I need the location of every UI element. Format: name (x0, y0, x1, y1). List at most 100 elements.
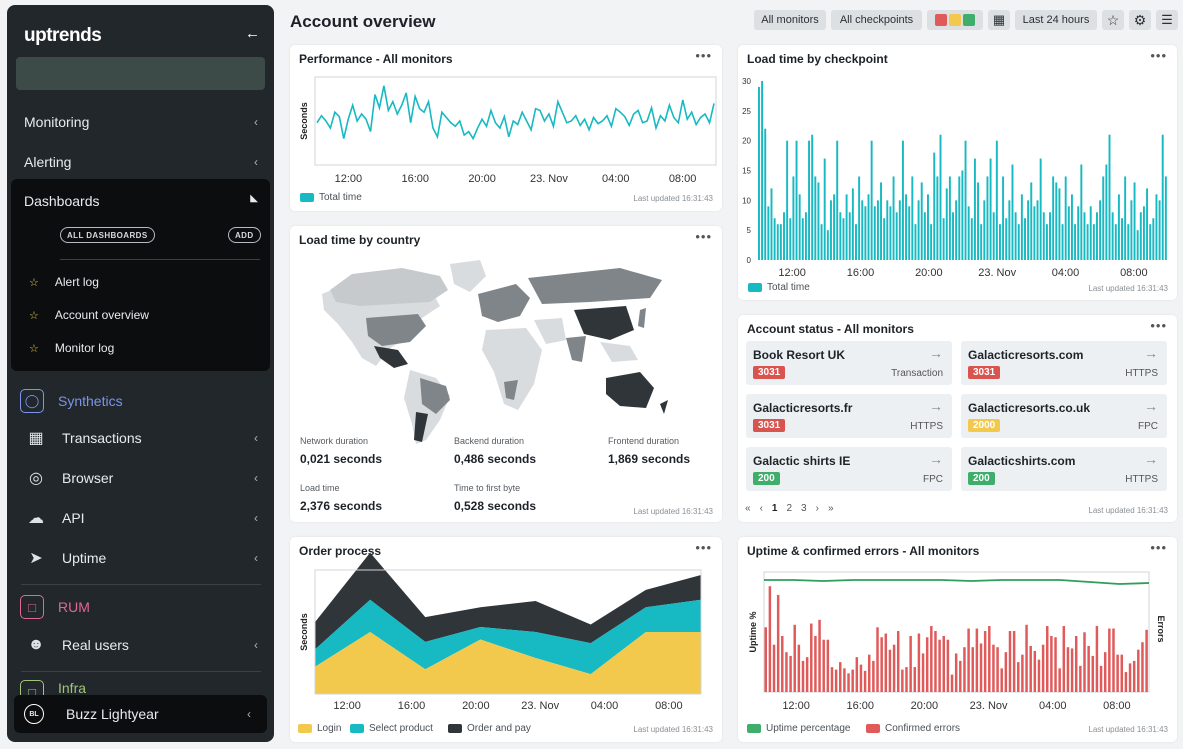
bar (1092, 224, 1095, 260)
last-page-icon[interactable]: » (827, 503, 834, 514)
legend-label: Order and pay (467, 723, 531, 734)
bar (1112, 628, 1115, 692)
sidebar-section-infra[interactable]: □ Infra (20, 680, 265, 698)
bar (818, 619, 821, 692)
sidebar-item-real-users[interactable]: ☻ Real users ‹ (7, 628, 274, 662)
sidebar-item-uptime[interactable]: ➤ Uptime ‹ (7, 541, 274, 575)
more-icon[interactable]: ••• (695, 48, 712, 63)
more-icon[interactable]: ••• (695, 229, 712, 244)
bar (983, 631, 987, 692)
sidebar-search[interactable] (16, 57, 265, 90)
dashboard-item[interactable]: ☆ Alert log (29, 275, 99, 289)
dashboard-item[interactable]: ☆ Account overview (29, 308, 149, 322)
bar (1005, 218, 1008, 260)
sidebar-item-monitoring[interactable]: Monitoring ‹ (7, 105, 274, 139)
menu-icon[interactable]: ☰ (1156, 10, 1178, 30)
grid-view-icon[interactable]: ▦ (988, 10, 1010, 30)
map-canada (330, 268, 448, 306)
prev-page-icon[interactable]: ‹ (759, 503, 763, 514)
monitor-tile[interactable]: Galacticresorts.com → 3031 HTTPS (961, 341, 1167, 385)
bar (946, 639, 950, 692)
bar (936, 176, 939, 260)
monitor-tile[interactable]: Book Resort UK → 3031 Transaction (746, 341, 952, 385)
monitor-tile[interactable]: Galacticresorts.co.uk → 2000 FPC (961, 394, 1167, 438)
add-dashboard-button[interactable]: ADD (228, 227, 261, 243)
bar (1136, 230, 1139, 260)
more-icon[interactable]: ••• (695, 540, 712, 555)
bar (772, 644, 776, 692)
bar (917, 633, 921, 692)
all-dashboards-button[interactable]: ALL DASHBOARDS (60, 227, 155, 243)
legend-item[interactable]: Select product (350, 723, 433, 734)
page-number[interactable]: 1 (771, 503, 778, 514)
legend-item[interactable]: Total time (300, 192, 362, 203)
legend-item[interactable]: Uptime percentage (747, 723, 851, 734)
more-icon[interactable]: ••• (1150, 540, 1167, 555)
star-icon[interactable]: ☆ (29, 309, 39, 322)
monitor-tile[interactable]: Galacticshirts.com → 200 HTTPS (961, 447, 1167, 491)
legend-label: Uptime percentage (766, 723, 851, 734)
bar (855, 657, 859, 692)
bar (892, 644, 896, 692)
filter-label: All monitors (761, 14, 819, 26)
star-icon[interactable]: ☆ (29, 342, 39, 355)
bar (901, 140, 904, 260)
user-menu[interactable]: BL Buzz Lightyear ‹ (14, 695, 267, 733)
sidebar-item-label: Monitoring (24, 114, 90, 130)
bar (948, 176, 951, 260)
legend-item[interactable]: Order and pay (448, 723, 531, 734)
legend-item[interactable]: Login (298, 723, 341, 734)
period-selector[interactable]: Last 24 hours (1015, 10, 1097, 30)
more-icon[interactable]: ••• (1150, 48, 1167, 63)
dashboard-item[interactable]: ☆ Monitor log (29, 341, 114, 355)
user-name: Buzz Lightyear (66, 706, 159, 722)
uptrends-logo[interactable]: uptrends (24, 25, 102, 46)
star-icon[interactable]: ☆ (1102, 10, 1124, 30)
monitor-tile[interactable]: Galacticresorts.fr → 3031 HTTPS (746, 394, 952, 438)
sidebar-item-alerting[interactable]: Alerting ‹ (7, 145, 274, 179)
bar (814, 636, 817, 692)
next-page-icon[interactable]: › (815, 503, 819, 514)
world-map[interactable] (290, 254, 722, 454)
monitor-filter-button[interactable]: All monitors (754, 10, 826, 30)
bar (839, 662, 842, 692)
sidebar-item-browser[interactable]: ◎ Browser ‹ (7, 461, 274, 495)
sidebar-item-api[interactable]: ☁ API ‹ (7, 501, 274, 535)
star-icon[interactable]: ☆ (29, 276, 39, 289)
bar (779, 224, 782, 260)
status-filter-button[interactable] (927, 10, 983, 30)
corner-icon[interactable]: ◣ (250, 193, 258, 204)
y-tick-label: 30 (742, 77, 751, 86)
legend-item[interactable]: Total time (748, 282, 810, 293)
gear-icon[interactable]: ⚙ (1129, 10, 1151, 30)
bar (1017, 224, 1020, 260)
bar (1055, 182, 1058, 260)
bar (958, 176, 961, 260)
sidebar-section-synthetics[interactable]: ◯ Synthetics (20, 386, 265, 416)
section-label: RUM (58, 599, 90, 615)
all-dashboards-label: ALL DASHBOARDS (67, 230, 148, 240)
checkpoint-filter-button[interactable]: All checkpoints (831, 10, 922, 30)
sidebar-section-rum[interactable]: □ RUM (20, 592, 265, 622)
bar (805, 657, 809, 692)
bar (764, 627, 767, 692)
sidebar-item-transactions[interactable]: ▦ Transactions ‹ (7, 421, 274, 455)
page-number[interactable]: 2 (786, 503, 793, 514)
first-page-icon[interactable]: « (745, 503, 751, 514)
dashboards-title[interactable]: Dashboards (24, 193, 100, 209)
bar (1108, 628, 1111, 692)
bar (1002, 176, 1005, 260)
bar (973, 158, 976, 260)
more-icon[interactable]: ••• (1150, 318, 1167, 333)
bar (873, 206, 876, 260)
monitor-tile[interactable]: Galactic shirts IE → 200 FPC (746, 447, 952, 491)
y-axis-label: Uptime % (748, 611, 758, 652)
arrow-left-icon[interactable]: ← (245, 25, 260, 42)
bar (1124, 672, 1128, 692)
page-number[interactable]: 3 (801, 503, 807, 514)
bar (1096, 212, 1098, 260)
x-tick-label: 08:00 (655, 700, 683, 712)
legend-item[interactable]: Confirmed errors (866, 723, 960, 734)
bar (770, 188, 773, 260)
status-color-error (935, 14, 947, 26)
